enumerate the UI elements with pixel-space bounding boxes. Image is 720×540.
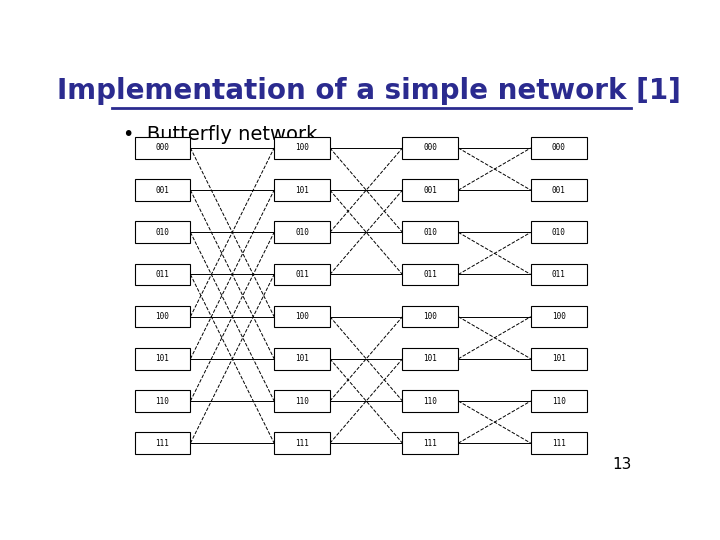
Text: 100: 100 bbox=[295, 312, 309, 321]
Text: 010: 010 bbox=[156, 228, 169, 237]
FancyBboxPatch shape bbox=[531, 137, 587, 159]
Text: 111: 111 bbox=[295, 438, 309, 448]
FancyBboxPatch shape bbox=[135, 221, 190, 243]
FancyBboxPatch shape bbox=[274, 348, 330, 370]
FancyBboxPatch shape bbox=[274, 433, 330, 454]
Text: 000: 000 bbox=[552, 144, 566, 152]
Text: 001: 001 bbox=[156, 186, 169, 194]
FancyBboxPatch shape bbox=[135, 306, 190, 327]
Text: Implementation of a simple network [1]: Implementation of a simple network [1] bbox=[57, 77, 681, 105]
FancyBboxPatch shape bbox=[274, 390, 330, 412]
FancyBboxPatch shape bbox=[402, 179, 458, 201]
FancyBboxPatch shape bbox=[274, 306, 330, 327]
Text: 011: 011 bbox=[295, 270, 309, 279]
FancyBboxPatch shape bbox=[402, 264, 458, 285]
Text: 010: 010 bbox=[423, 228, 437, 237]
FancyBboxPatch shape bbox=[402, 221, 458, 243]
Text: 001: 001 bbox=[423, 186, 437, 194]
FancyBboxPatch shape bbox=[402, 390, 458, 412]
Text: 101: 101 bbox=[156, 354, 169, 363]
Text: 100: 100 bbox=[295, 144, 309, 152]
FancyBboxPatch shape bbox=[135, 264, 190, 285]
Text: 011: 011 bbox=[552, 270, 566, 279]
Text: 101: 101 bbox=[423, 354, 437, 363]
Text: 110: 110 bbox=[295, 396, 309, 406]
FancyBboxPatch shape bbox=[531, 390, 587, 412]
Text: 110: 110 bbox=[552, 396, 566, 406]
FancyBboxPatch shape bbox=[531, 179, 587, 201]
Text: 010: 010 bbox=[552, 228, 566, 237]
Text: •  Butterfly network: • Butterfly network bbox=[124, 125, 318, 144]
Text: 101: 101 bbox=[295, 186, 309, 194]
Text: 001: 001 bbox=[552, 186, 566, 194]
FancyBboxPatch shape bbox=[274, 221, 330, 243]
FancyBboxPatch shape bbox=[402, 306, 458, 327]
FancyBboxPatch shape bbox=[274, 137, 330, 159]
Text: 13: 13 bbox=[612, 457, 631, 472]
FancyBboxPatch shape bbox=[531, 348, 587, 370]
Text: 110: 110 bbox=[423, 396, 437, 406]
FancyBboxPatch shape bbox=[274, 179, 330, 201]
Text: 111: 111 bbox=[156, 438, 169, 448]
Text: 011: 011 bbox=[423, 270, 437, 279]
FancyBboxPatch shape bbox=[402, 137, 458, 159]
FancyBboxPatch shape bbox=[531, 221, 587, 243]
Text: 000: 000 bbox=[423, 144, 437, 152]
FancyBboxPatch shape bbox=[135, 137, 190, 159]
Text: 101: 101 bbox=[295, 354, 309, 363]
Text: 010: 010 bbox=[295, 228, 309, 237]
Text: 111: 111 bbox=[552, 438, 566, 448]
Text: 110: 110 bbox=[156, 396, 169, 406]
Text: 101: 101 bbox=[552, 354, 566, 363]
FancyBboxPatch shape bbox=[135, 348, 190, 370]
FancyBboxPatch shape bbox=[402, 433, 458, 454]
Text: 000: 000 bbox=[156, 144, 169, 152]
FancyBboxPatch shape bbox=[531, 264, 587, 285]
Text: 011: 011 bbox=[156, 270, 169, 279]
FancyBboxPatch shape bbox=[135, 179, 190, 201]
Text: 100: 100 bbox=[423, 312, 437, 321]
FancyBboxPatch shape bbox=[531, 306, 587, 327]
FancyBboxPatch shape bbox=[531, 433, 587, 454]
Text: 111: 111 bbox=[423, 438, 437, 448]
Text: 100: 100 bbox=[552, 312, 566, 321]
FancyBboxPatch shape bbox=[135, 433, 190, 454]
FancyBboxPatch shape bbox=[274, 264, 330, 285]
Text: 100: 100 bbox=[156, 312, 169, 321]
FancyBboxPatch shape bbox=[135, 390, 190, 412]
FancyBboxPatch shape bbox=[402, 348, 458, 370]
